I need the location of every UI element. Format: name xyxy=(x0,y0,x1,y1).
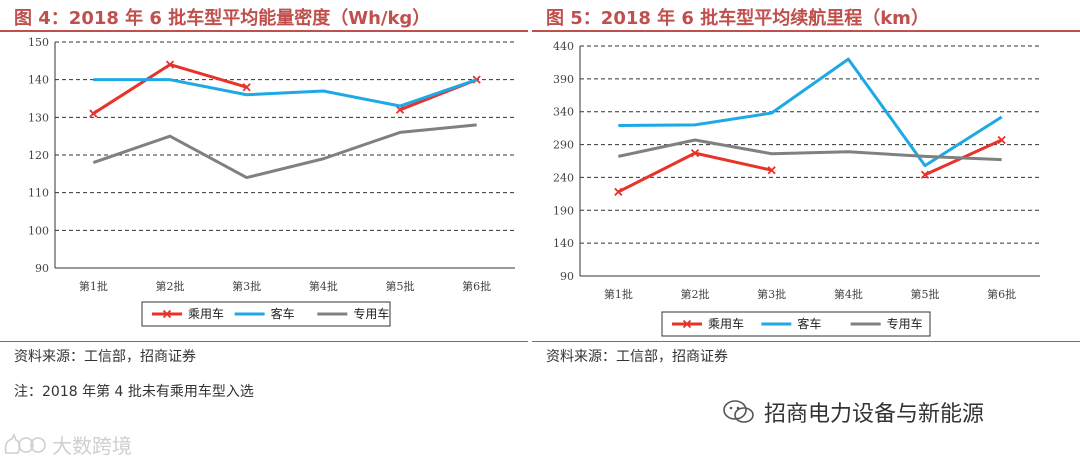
series-line-专用车 xyxy=(618,138,1002,162)
series-line-乘用车 xyxy=(617,151,772,194)
y-tick-label: 130 xyxy=(28,111,49,124)
legend-box xyxy=(661,311,931,337)
corner-watermark-text: 大数跨境 xyxy=(52,434,132,458)
legend-label: 客车 xyxy=(797,316,821,331)
x-tick-label: 第2批 xyxy=(156,279,185,293)
series-line-客车 xyxy=(93,78,478,108)
figure-4-title: 图 4：2018 年 6 批车型平均能量密度（Wh/kg） xyxy=(14,8,431,29)
y-tick-label: 90 xyxy=(35,262,49,275)
title-rule xyxy=(0,30,528,32)
corner-watermark: 大数跨境 xyxy=(2,430,132,459)
x-tick-label: 第5批 xyxy=(911,287,940,301)
legend-label: 客车 xyxy=(271,306,295,321)
x-tick-label: 第6批 xyxy=(987,287,1016,301)
title-rule xyxy=(532,30,1080,32)
legend-label: 专用车 xyxy=(353,306,389,321)
y-tick-label: 100 xyxy=(28,224,49,237)
x-tick-label: 第2批 xyxy=(681,287,710,301)
y-tick-label: 390 xyxy=(553,73,574,86)
x-tick-label: 第3批 xyxy=(232,279,261,293)
y-tick-label: 440 xyxy=(553,40,574,53)
data-point-marker xyxy=(242,83,251,92)
y-tick-label: 290 xyxy=(553,139,574,152)
x-tick-label: 第6批 xyxy=(462,279,491,293)
brand-logo-icon xyxy=(4,432,46,454)
figure-4-note: 注：2018 年第 4 批未有乘用车型入选 xyxy=(14,384,254,400)
data-point-marker xyxy=(89,109,98,118)
driving-range-chart: 90 140 190 240 290 340 390 440 第1批 第2批 第3批 第4批 第5批 第6… xyxy=(553,40,1040,337)
legend-label: 专用车 xyxy=(887,316,923,331)
y-tick-label: 140 xyxy=(28,74,49,87)
data-point-marker xyxy=(690,148,700,158)
wechat-watermark: 招商电力设备与新能源 xyxy=(722,396,984,428)
legend-marker xyxy=(162,309,172,319)
bottom-rule xyxy=(0,341,528,342)
data-point-marker xyxy=(920,170,930,179)
bottom-rule xyxy=(532,341,1080,342)
x-tick-label: 第1批 xyxy=(79,279,108,293)
wechat-icon xyxy=(723,400,754,423)
figure-5-panel: 图 5：2018 年 6 批车型平均续航里程（km） 90 140 190 240 29… xyxy=(532,0,1080,375)
x-tick-label: 第5批 xyxy=(386,279,415,293)
series-line-客车 xyxy=(618,57,1003,168)
legend-label: 乘用车 xyxy=(708,316,744,331)
figure-4-source: 资料来源：工信部，招商证券 xyxy=(14,349,196,365)
x-tick-label: 第4批 xyxy=(309,279,338,293)
y-tick-label: 240 xyxy=(553,171,574,184)
figure-4-panel: 图 4：2018 年 6 批车型平均能量密度（Wh/kg） 90 100 110 12… xyxy=(0,0,528,400)
legend-box xyxy=(141,301,391,327)
legend-marker xyxy=(682,319,692,329)
y-tick-label: 120 xyxy=(28,149,49,162)
y-tick-label: 150 xyxy=(28,36,49,49)
figure-5-title: 图 5：2018 年 6 批车型平均续航里程（km） xyxy=(546,8,929,29)
figure-5-source: 资料来源：工信部，招商证券 xyxy=(546,349,728,365)
y-tick-label: 110 xyxy=(28,187,49,200)
data-point-marker xyxy=(614,187,623,197)
data-point-marker xyxy=(767,166,776,175)
wechat-account-name: 招商电力设备与新能源 xyxy=(764,402,985,427)
y-tick-label: 90 xyxy=(560,270,574,283)
legend-label: 乘用车 xyxy=(188,306,224,321)
data-point-marker xyxy=(395,105,405,114)
x-tick-label: 第4批 xyxy=(834,287,863,301)
series-line-专用车 xyxy=(92,123,477,180)
energy-density-chart: 90 100 110 120 130 140 150 第1批 第2批 第3批 第4批 第5批 第6批乘用… xyxy=(28,36,515,327)
y-tick-label: 140 xyxy=(553,237,574,250)
data-point-marker xyxy=(165,60,175,69)
y-tick-label: 340 xyxy=(553,106,574,119)
x-tick-label: 第1批 xyxy=(604,287,633,301)
y-tick-label: 190 xyxy=(553,204,574,217)
x-tick-label: 第3批 xyxy=(757,287,786,301)
data-point-marker xyxy=(997,135,1006,145)
